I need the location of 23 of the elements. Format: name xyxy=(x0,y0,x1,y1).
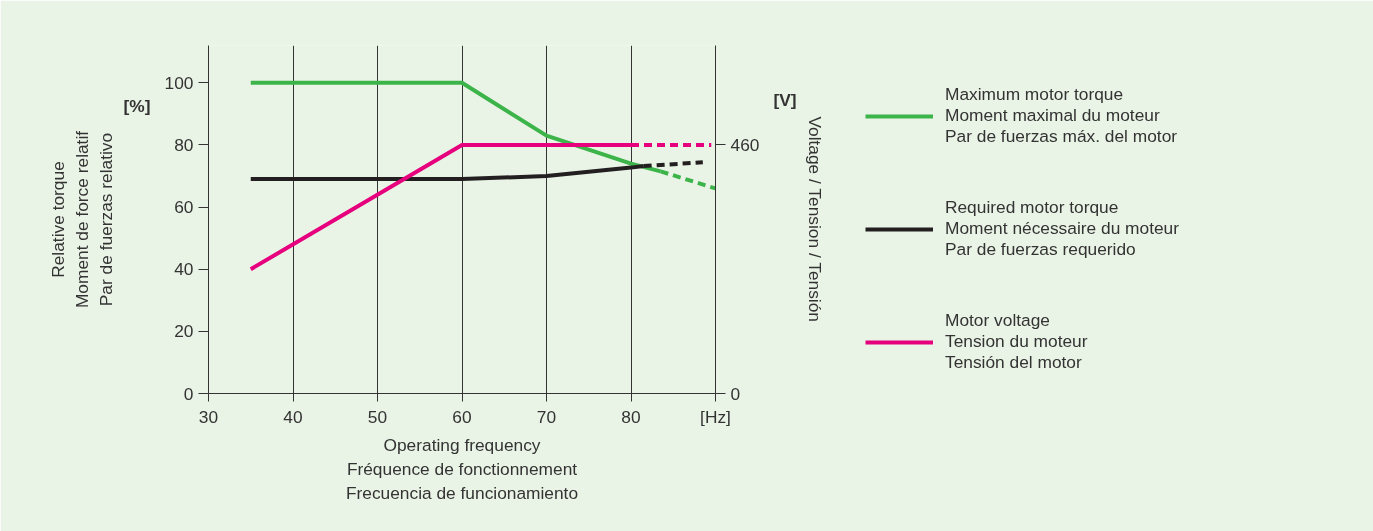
y2-tick-label: 0 xyxy=(730,383,741,404)
x-axis-title: Operating frequency Fréquence de fonctionnement Frecuencia de funcionamiento xyxy=(345,434,579,503)
y2-axis-title: Voltage / Tension / Tensión xyxy=(804,116,825,322)
legend-label: Required motor torque Moment nécessaire du moteur Par de fuerzas requerido xyxy=(944,197,1180,260)
y-tick-label: 100 xyxy=(164,72,194,93)
legend-label: Motor voltage Tension du moteur Tensión del motor xyxy=(944,310,1088,373)
y-tick-label: 0 xyxy=(183,383,194,404)
legend-label: Maximum motor torque Moment maximal du moteur Par de fuerzas máx. del motor xyxy=(944,84,1178,147)
y-axis-title: Relative torque Moment de force relatif Par de fuerzas relativo xyxy=(47,130,116,309)
x-tick-label: 70 xyxy=(536,406,557,427)
x-tick-label: 40 xyxy=(283,406,303,427)
x-tick-label: [Hz] xyxy=(700,406,731,427)
x-tick-label: 60 xyxy=(452,406,472,427)
x-tick-label: 80 xyxy=(621,406,641,427)
x-tick-label: 30 xyxy=(198,406,219,427)
y-tick-label: 20 xyxy=(174,321,194,342)
text: [%] xyxy=(123,96,151,117)
y-tick-label: 60 xyxy=(174,197,194,218)
y-tick-label: 40 xyxy=(174,259,194,280)
y2-tick-label: 460 xyxy=(730,134,760,155)
y-tick-label: 80 xyxy=(174,134,194,155)
x-tick-label: 50 xyxy=(367,406,388,427)
text: [V] xyxy=(773,90,797,111)
